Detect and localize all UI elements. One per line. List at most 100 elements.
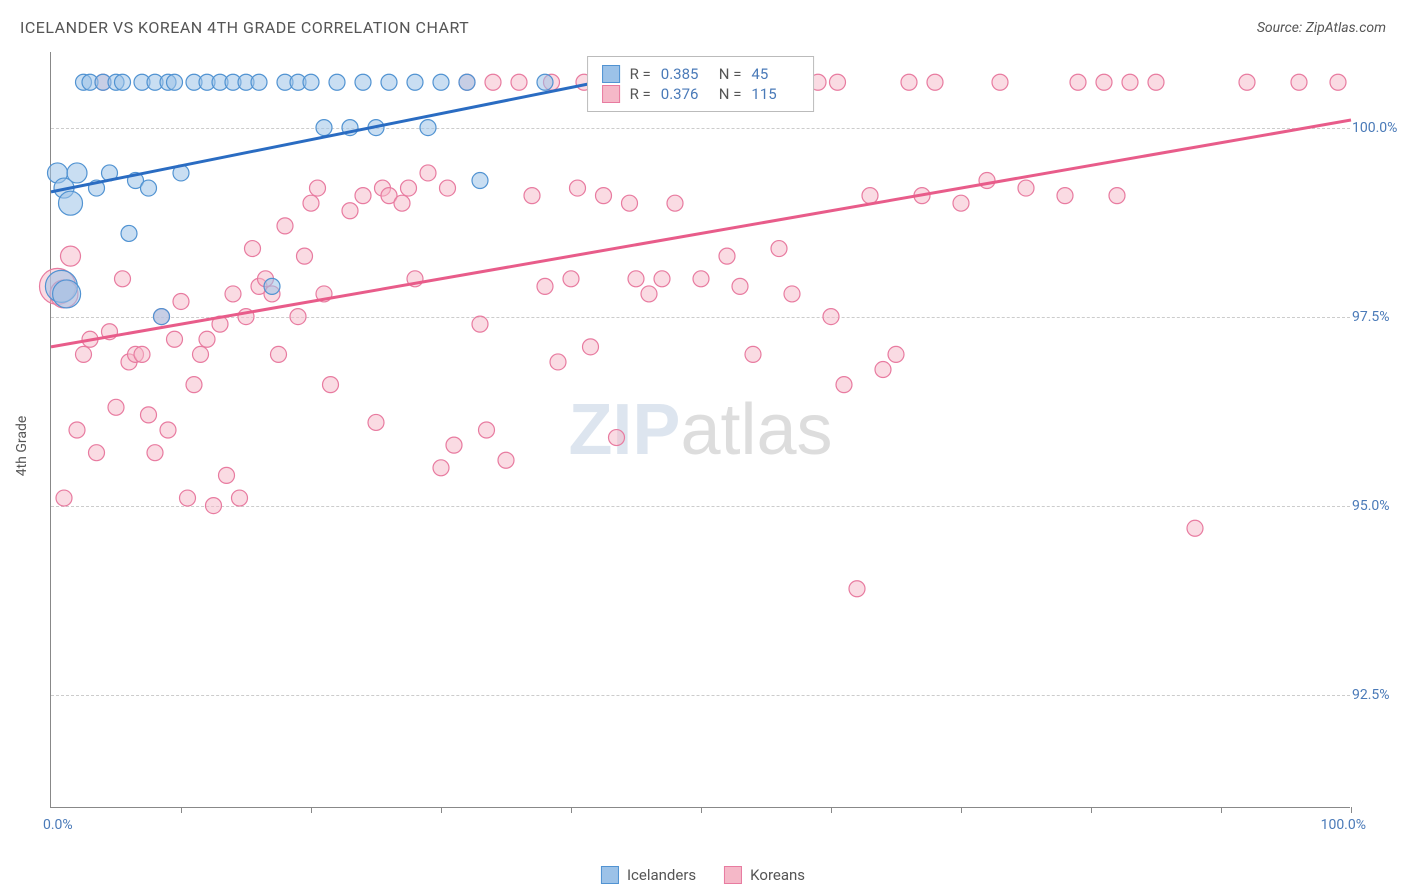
scatter-point bbox=[303, 74, 319, 90]
scatter-point bbox=[355, 188, 371, 204]
scatter-point bbox=[368, 414, 384, 430]
scatter-point bbox=[485, 74, 501, 90]
xaxis-min-label: 0.0% bbox=[43, 817, 73, 833]
scatter-point bbox=[498, 452, 514, 468]
xtick bbox=[1091, 807, 1092, 813]
scatter-point bbox=[167, 74, 183, 90]
scatter-point bbox=[511, 74, 527, 90]
scatter-point bbox=[472, 316, 488, 332]
scatter-point bbox=[167, 331, 183, 347]
xtick bbox=[701, 807, 702, 813]
scatter-point bbox=[472, 173, 488, 189]
scatter-point bbox=[1109, 188, 1125, 204]
scatter-point bbox=[836, 377, 852, 393]
scatter-point bbox=[641, 286, 657, 302]
legend-swatch-icon bbox=[724, 866, 742, 884]
scatter-point bbox=[862, 188, 878, 204]
scatter-point bbox=[888, 346, 904, 362]
xaxis-max-label: 100.0% bbox=[1321, 817, 1366, 833]
scatter-point bbox=[830, 74, 846, 90]
legend-item-icelanders: Icelanders bbox=[601, 866, 696, 884]
scatter-point bbox=[219, 467, 235, 483]
r-label: R = bbox=[630, 65, 651, 83]
scatter-point bbox=[206, 498, 222, 514]
scatter-svg bbox=[51, 52, 1350, 807]
chart-header: ICELANDER VS KOREAN 4TH GRADE CORRELATIO… bbox=[20, 18, 1386, 37]
regression-line bbox=[51, 82, 597, 192]
scatter-point bbox=[193, 346, 209, 362]
scatter-point bbox=[609, 430, 625, 446]
n-label: N = bbox=[719, 85, 742, 103]
scatter-point bbox=[251, 74, 267, 90]
scatter-point bbox=[67, 163, 87, 183]
scatter-point bbox=[199, 331, 215, 347]
r-label: R = bbox=[630, 85, 651, 103]
scatter-point bbox=[401, 180, 417, 196]
scatter-point bbox=[264, 278, 280, 294]
scatter-point bbox=[1291, 74, 1307, 90]
scatter-point bbox=[108, 399, 124, 415]
legend-swatch-icon bbox=[601, 866, 619, 884]
scatter-point bbox=[784, 286, 800, 302]
scatter-point bbox=[160, 422, 176, 438]
scatter-point bbox=[232, 490, 248, 506]
scatter-point bbox=[173, 293, 189, 309]
scatter-point bbox=[141, 180, 157, 196]
scatter-point bbox=[1018, 180, 1034, 196]
scatter-point bbox=[121, 225, 137, 241]
scatter-point bbox=[979, 173, 995, 189]
scatter-point bbox=[732, 278, 748, 294]
scatter-point bbox=[1148, 74, 1164, 90]
scatter-point bbox=[570, 180, 586, 196]
scatter-point bbox=[89, 445, 105, 461]
scatter-point bbox=[446, 437, 462, 453]
source-credit: Source: ZipAtlas.com bbox=[1257, 20, 1386, 36]
scatter-point bbox=[433, 460, 449, 476]
scatter-point bbox=[550, 354, 566, 370]
correlation-legend: R = 0.385 N = 45 R = 0.376 N = 115 bbox=[587, 56, 815, 112]
scatter-point bbox=[56, 490, 72, 506]
scatter-point bbox=[115, 74, 131, 90]
scatter-point bbox=[537, 278, 553, 294]
series-legend: Icelanders Koreans bbox=[601, 866, 805, 884]
scatter-point bbox=[849, 581, 865, 597]
scatter-point bbox=[745, 346, 761, 362]
scatter-point bbox=[1122, 74, 1138, 90]
scatter-point bbox=[310, 180, 326, 196]
scatter-point bbox=[901, 74, 917, 90]
scatter-point bbox=[875, 362, 891, 378]
scatter-point bbox=[69, 422, 85, 438]
legend-swatch-icelanders bbox=[602, 65, 620, 83]
scatter-point bbox=[141, 407, 157, 423]
scatter-point bbox=[1096, 74, 1112, 90]
scatter-point bbox=[420, 120, 436, 136]
plot-area: 92.5%95.0%97.5%100.0% ZIPatlas R = 0.385… bbox=[50, 52, 1350, 808]
legend-row-koreans: R = 0.376 N = 115 bbox=[602, 85, 800, 103]
xtick bbox=[831, 807, 832, 813]
scatter-point bbox=[290, 309, 306, 325]
scatter-point bbox=[271, 346, 287, 362]
scatter-point bbox=[59, 191, 83, 215]
scatter-point bbox=[323, 377, 339, 393]
scatter-point bbox=[1070, 74, 1086, 90]
xtick bbox=[571, 807, 572, 813]
xtick bbox=[961, 807, 962, 813]
scatter-point bbox=[1239, 74, 1255, 90]
scatter-point bbox=[667, 195, 683, 211]
n-value-icelanders: 45 bbox=[751, 65, 799, 83]
scatter-point bbox=[342, 203, 358, 219]
scatter-point bbox=[622, 195, 638, 211]
scatter-point bbox=[381, 74, 397, 90]
scatter-point bbox=[479, 422, 495, 438]
scatter-point bbox=[771, 241, 787, 257]
scatter-point bbox=[61, 246, 81, 266]
xtick bbox=[1221, 807, 1222, 813]
r-value-koreans: 0.376 bbox=[661, 85, 709, 103]
ytick-label: 92.5% bbox=[1352, 687, 1406, 703]
legend-label-icelanders: Icelanders bbox=[627, 866, 696, 884]
scatter-point bbox=[355, 74, 371, 90]
xtick bbox=[441, 807, 442, 813]
scatter-point bbox=[154, 309, 170, 325]
scatter-point bbox=[596, 188, 612, 204]
scatter-point bbox=[134, 346, 150, 362]
